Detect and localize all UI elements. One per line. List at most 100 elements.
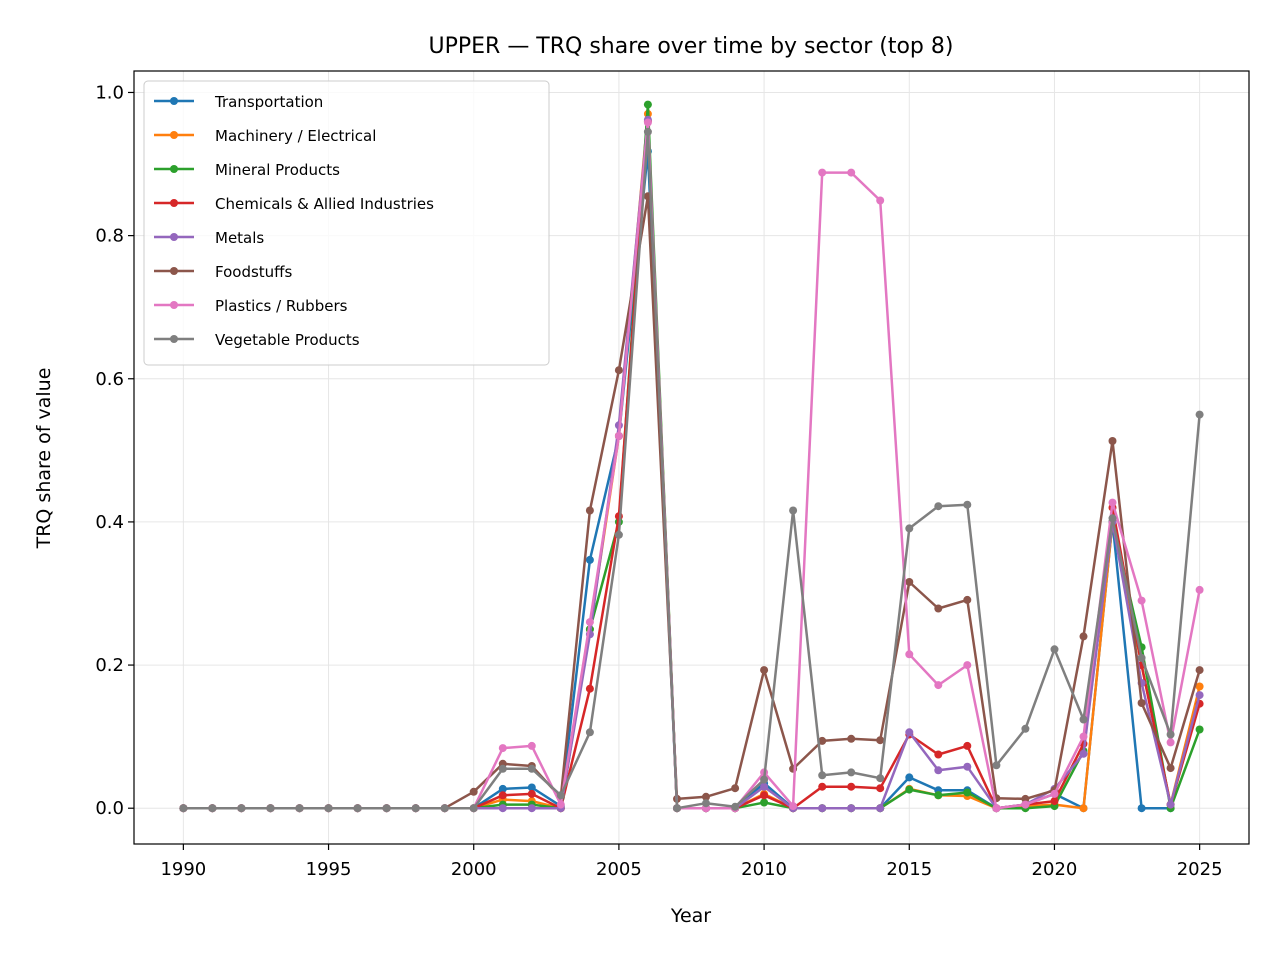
data-point [382,804,391,813]
data-point [1079,804,1088,813]
data-point [643,118,652,127]
data-point [237,804,246,813]
legend-entry-label: Vegetable Products [215,331,360,349]
data-point [527,804,536,813]
data-point [295,804,304,813]
data-point [1195,691,1204,700]
data-point [585,555,594,564]
y-axis-label: TRQ share of value [33,368,55,550]
data-point [905,578,914,586]
data-point [1050,645,1059,654]
data-point [498,804,507,813]
data-point [905,785,914,794]
data-point [1137,699,1146,707]
data-point [1195,682,1204,691]
data-point [905,650,914,659]
y-axis-ticks: 0.0 0.2 0.4 0.6 0.8 1.0 [95,82,134,819]
x-tick-label: 2015 [886,859,932,880]
y-tick-label: 0.4 [95,512,124,533]
x-tick-label: 2025 [1177,859,1223,880]
data-point [179,804,188,813]
series-line [183,130,1201,810]
data-point [1050,797,1059,806]
x-tick-label: 1990 [160,859,206,880]
legend-entry-label: Transportation [214,93,323,111]
data-point [527,783,536,792]
plot-frame [133,70,1250,845]
legend-entry-label: Metals [215,229,264,247]
data-point [1079,732,1088,741]
data-point [905,524,914,533]
legend-swatch-marker [170,199,178,207]
data-point [411,804,420,813]
data-point [1195,725,1204,734]
legend-swatch-marker [170,301,178,309]
legend-entry-label: Machinery / Electrical [215,127,376,145]
legend-swatch-marker [170,335,178,343]
data-point [847,168,856,177]
data-point [1079,632,1088,641]
legend-box [143,80,550,366]
data-point [324,804,333,813]
data-point [876,784,885,793]
data-point [585,728,594,737]
data-point [992,804,1001,813]
data-point [789,506,798,515]
chart-title: UPPER — TRQ share over time by sector (t… [429,34,954,59]
data-point [818,804,827,813]
data-point [963,741,972,750]
data-point [527,789,536,798]
y-tick-label: 0.6 [95,369,124,390]
x-tick-label: 2005 [596,859,642,880]
data-point [498,744,507,753]
data-point [585,618,594,627]
data-point [818,771,827,780]
data-point [847,782,856,791]
legend-swatch-marker [170,233,178,241]
legend-entry-label: Mineral Products [215,161,340,179]
data-point [1108,514,1117,523]
data-point [585,506,594,515]
data-point [1021,724,1030,733]
data-point [876,196,885,205]
data-point [498,784,507,793]
data-point [934,766,943,775]
data-point [760,798,769,807]
data-point [731,802,740,811]
data-point [266,804,275,813]
data-point [934,750,943,759]
data-point [643,127,652,136]
data-point [614,432,623,440]
data-point [1166,764,1175,773]
data-point [934,502,943,511]
data-point [1079,715,1088,724]
x-tick-label: 1995 [306,859,352,880]
data-point [1079,749,1088,758]
data-point [702,792,710,801]
data-point [847,768,856,777]
x-tick-label: 2020 [1032,859,1078,880]
legend-entry-label: Plastics / Rubbers [215,297,348,315]
data-point [760,791,769,800]
legend-swatch-marker [170,131,178,139]
data-point [1050,789,1059,798]
data-point [934,681,943,690]
x-axis-ticks: 1990 1995 2000 2005 2010 2015 2020 2025 [160,844,1223,880]
data-point [527,764,536,773]
data-point [992,761,1001,770]
data-point [905,773,914,782]
y-tick-label: 0.8 [95,226,124,247]
data-point [847,734,856,743]
series-7 [179,127,1204,813]
data-point [760,775,769,784]
data-point [1021,800,1030,809]
data-point [643,100,652,109]
data-point [1137,804,1146,813]
data-point [469,787,478,796]
data-point [353,804,362,813]
data-point [963,595,972,604]
legend-entry-label: Foodstuffs [215,263,293,281]
data-point [760,666,769,675]
data-point [498,791,507,800]
legend: Transportation Machinery / Electrical Mine… [143,80,550,366]
